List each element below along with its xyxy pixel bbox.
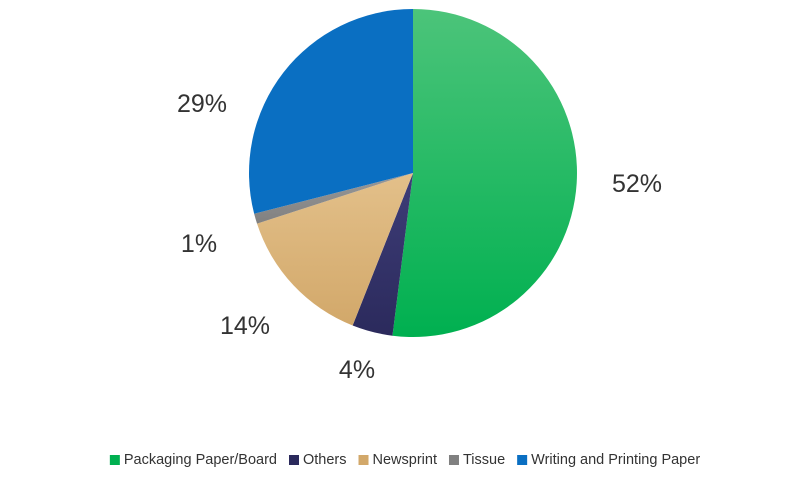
data-label-packaging-paper-board: 52%: [612, 170, 662, 198]
legend-label-newsprint: Newsprint: [373, 452, 437, 468]
data-label-tissue: 1%: [181, 230, 217, 258]
data-label-newsprint: 14%: [220, 312, 270, 340]
legend-label-writing-and-printing-paper: Writing and Printing Paper: [531, 452, 700, 468]
pie-slice-others: [352, 173, 413, 336]
legend-item-packaging-paper-board: Packaging Paper/Board: [109, 452, 277, 468]
pie-slice-writing-and-printing-paper: [249, 9, 413, 214]
legend-swatch-tissue: [448, 455, 459, 465]
legend-item-newsprint: Newsprint: [358, 452, 437, 468]
legend-label-tissue: Tissue: [463, 452, 505, 468]
legend-swatch-newsprint: [358, 455, 369, 465]
legend-item-others: Others: [289, 452, 347, 468]
legend-label-packaging-paper-board: Packaging Paper/Board: [124, 452, 277, 468]
pie-data-labels: 52% 4% 14% 1% 29%: [177, 90, 662, 384]
pie-slice-tissue: [254, 173, 413, 224]
legend-swatch-packaging-paper-board: [109, 455, 120, 465]
pie-slices: [249, 9, 577, 337]
legend-swatch-writing-and-printing-paper: [517, 455, 528, 465]
data-label-others: 4%: [339, 356, 375, 384]
legend-item-writing-and-printing-paper: Writing and Printing Paper: [517, 452, 700, 468]
pie-slice-packaging-paper-board: [392, 9, 577, 337]
legend-item-tissue: Tissue: [448, 452, 505, 468]
legend-swatch-others: [289, 455, 299, 465]
chart-legend: Packaging Paper/Board Others Newsprint Tiss…: [109, 452, 700, 468]
pie-slice-newsprint: [257, 173, 413, 326]
data-label-writing-and-printing-paper: 29%: [177, 90, 227, 118]
legend-label-others: Others: [303, 452, 347, 468]
